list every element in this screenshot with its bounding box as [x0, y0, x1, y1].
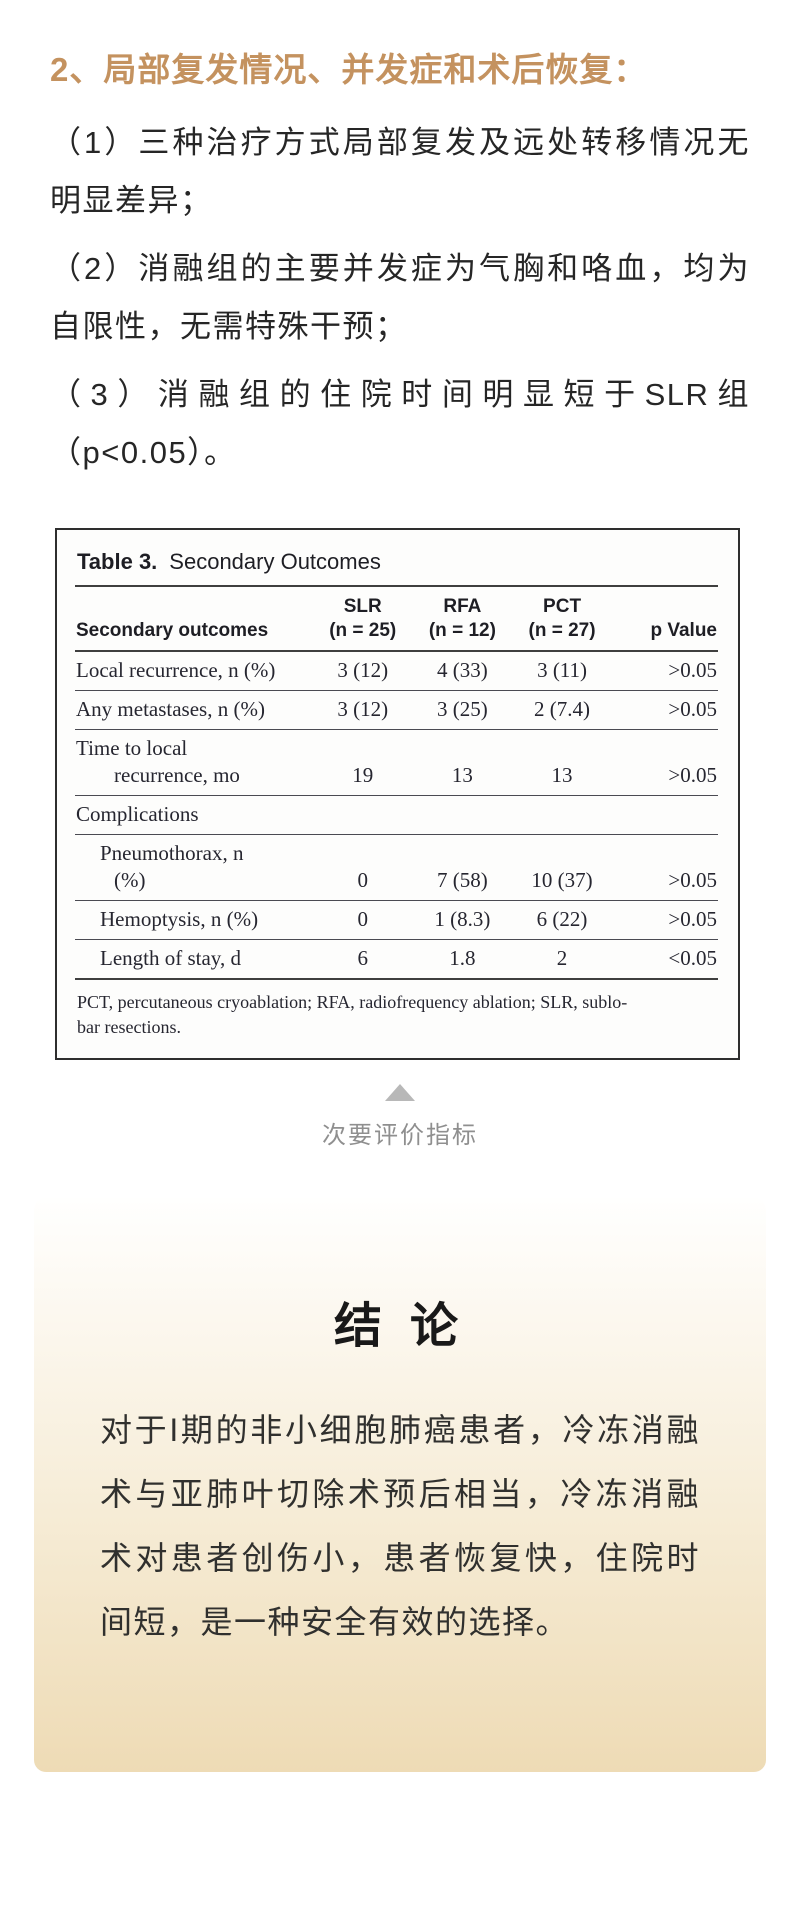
group-name: SLR — [343, 596, 382, 617]
secondary-outcomes-table: Secondary outcomes SLR (n = 25) RFA (n =… — [75, 587, 718, 980]
row-label-line2: recurrence, mo — [114, 763, 240, 787]
paragraph-3: （3）消融组的住院时间明显短于SLR组（p<0.05）。 — [50, 377, 750, 470]
table-row-hemoptysis: Hemoptysis, n (%) 0 1 (8.3) 6 (22) >0.05 — [75, 900, 718, 940]
table-header-row: Secondary outcomes SLR (n = 25) RFA (n =… — [75, 587, 718, 652]
col-header-rfa: RFA (n = 12) — [412, 587, 513, 652]
table-title-text: Secondary Outcomes — [169, 549, 381, 574]
conclusion-card: 结 论 对于I期的非小细胞肺癌患者，冷冻消融术与亚肺叶切除术预后相当，冷冻消融术… — [34, 1198, 766, 1772]
col-header-pct: PCT (n = 27) — [512, 587, 612, 652]
col-header-pvalue: p Value — [611, 587, 718, 652]
conclusion-title: 结 论 — [333, 1300, 466, 1353]
table-row-local-recurrence: Local recurrence, n (%) 3 (12) 4 (33) 3 … — [75, 651, 718, 691]
up-triangle-icon — [385, 1084, 415, 1101]
footnote-line1: PCT, percutaneous cryoablation; RFA, rad… — [77, 992, 628, 1012]
group-n: (n = 27) — [528, 620, 596, 641]
group-name: RFA — [443, 596, 482, 617]
table-row-time-to-local-recurrence: Time to local recurrence, mo 19 13 13 >0.… — [75, 729, 718, 796]
paragraph-1: （1）三种治疗方式局部复发及远处转移情况无明显差异； — [50, 125, 750, 218]
table-row-pneumothorax: Pneumothorax, n (%) 0 7 (58) 10 (37) >0.0… — [75, 834, 718, 901]
row-label: Time to local — [76, 736, 188, 760]
table-footnote: PCT, percutaneous cryoablation; RFA, rad… — [75, 980, 718, 1040]
table-row-length-of-stay: Length of stay, d 6 1.8 2 <0.05 — [75, 939, 718, 980]
table3-scan-figure: Table 3. Secondary Outcomes Secondary out… — [55, 528, 740, 1060]
paragraph-2: （2）消融组的主要并发症为气胸和咯血，均为自限性，无需特殊干预； — [50, 251, 750, 344]
table-title: Table 3. Secondary Outcomes — [75, 546, 718, 587]
recurrence-section: 2、局部复发情况、并发症和术后恢复： （1）三种治疗方式局部复发及远处转移情况无… — [0, 0, 800, 482]
col-header-outcomes: Secondary outcomes — [75, 587, 313, 652]
row-label: Pneumothorax, n — [100, 841, 244, 865]
row-label: Hemoptysis, n (%) — [100, 907, 259, 931]
conclusion-body: 对于I期的非小细胞肺癌患者，冷冻消融术与亚肺叶切除术预后相当，冷冻消融术对患者创… — [100, 1412, 700, 1640]
group-name: PCT — [543, 596, 582, 617]
footnote-line2: bar resections. — [77, 1017, 181, 1037]
row-label: Length of stay, d — [100, 946, 241, 970]
figure-caption-block: 次要评价指标 — [0, 1084, 800, 1150]
row-label-line2: (%) — [114, 868, 146, 892]
group-n: (n = 25) — [329, 620, 397, 641]
table-row-any-metastases: Any metastases, n (%) 3 (12) 3 (25) 2 (7… — [75, 690, 718, 730]
group-n: (n = 12) — [428, 620, 496, 641]
table-title-number: Table 3. — [77, 549, 158, 574]
figure-caption: 次要评价指标 — [322, 1122, 478, 1149]
section-heading: 2、局部复发情况、并发症和术后恢复： — [50, 51, 648, 88]
table-row-complications: Complications — [75, 795, 718, 835]
col-header-slr: SLR (n = 25) — [312, 587, 413, 652]
